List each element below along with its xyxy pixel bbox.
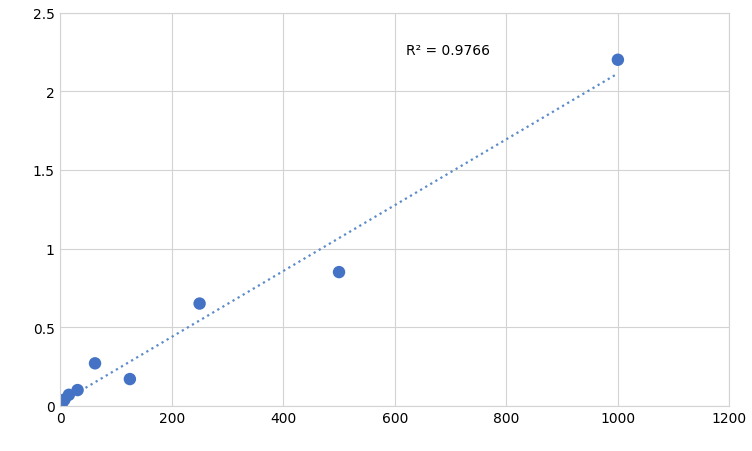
Point xyxy=(71,387,83,394)
Point xyxy=(612,57,624,64)
Point xyxy=(54,402,66,410)
Point xyxy=(63,391,75,399)
Point xyxy=(124,376,136,383)
Point xyxy=(193,300,205,308)
Point xyxy=(59,396,71,403)
Point xyxy=(56,399,68,406)
Text: R² = 0.9766: R² = 0.9766 xyxy=(406,43,490,57)
Point xyxy=(333,269,345,276)
Point xyxy=(89,360,101,367)
